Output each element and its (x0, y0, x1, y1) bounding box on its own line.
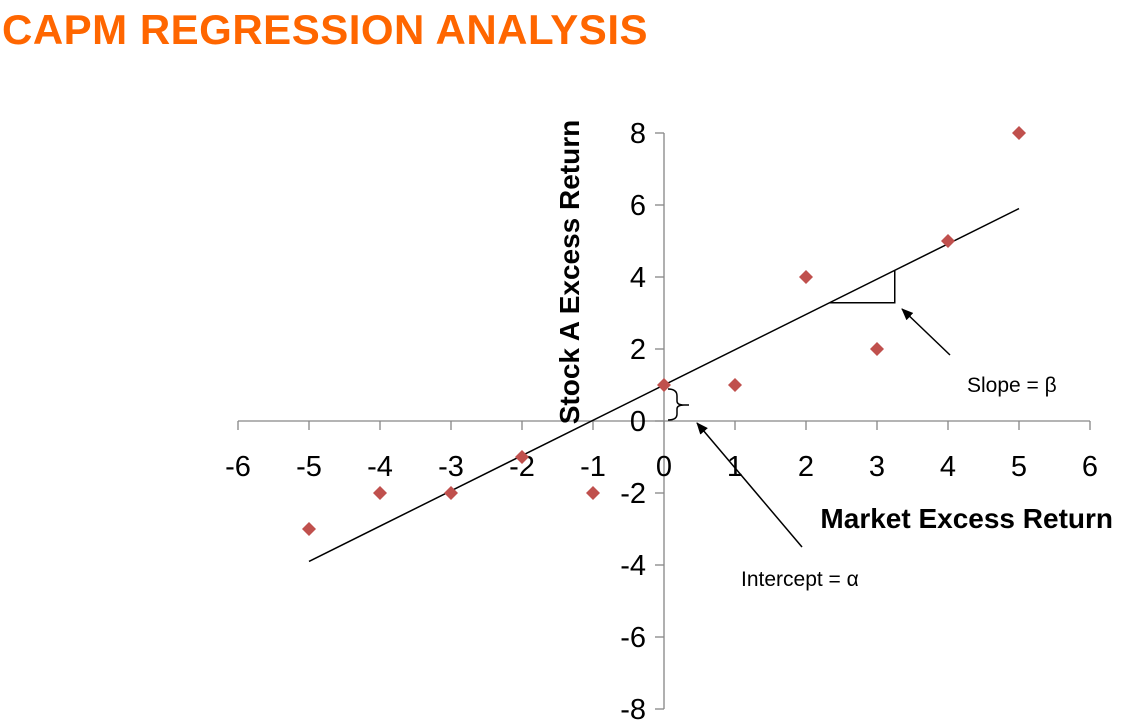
data-point (1012, 126, 1026, 140)
x-axis-label: Market Excess Return (820, 503, 1113, 534)
data-point (444, 486, 458, 500)
slope-arrow (901, 308, 951, 356)
y-tick-label: -4 (620, 550, 646, 582)
data-point (941, 234, 955, 248)
data-point (728, 378, 742, 392)
x-tick-label: 3 (869, 451, 885, 483)
x-tick-label: 4 (940, 451, 956, 483)
slope-annotation: Slope = β (967, 374, 1057, 397)
y-tick-label: 2 (630, 334, 646, 366)
x-tick-label: -4 (367, 451, 393, 483)
data-point (586, 486, 600, 500)
x-tick-label: 0 (656, 451, 672, 483)
data-point (870, 342, 884, 356)
data-point (373, 486, 387, 500)
slope-triangle (829, 270, 896, 304)
intercept-arrow (696, 422, 803, 548)
x-tick-label: 6 (1082, 451, 1098, 483)
y-tick-label: -6 (620, 622, 646, 654)
y-axis-label: Stock A Excess Return (554, 120, 585, 425)
x-tick-label: 5 (1011, 451, 1027, 483)
data-points (302, 126, 1026, 536)
x-tick-label: -6 (225, 451, 251, 483)
x-tick-label: -3 (438, 451, 464, 483)
y-tick-label: -2 (620, 478, 646, 510)
x-tick-label: -1 (580, 451, 606, 483)
data-point (302, 522, 316, 536)
data-point (657, 378, 671, 392)
intercept-annotation: Intercept = α (741, 568, 859, 591)
page-title: CAPM REGRESSION ANALYSIS (2, 6, 648, 53)
y-tick-label: 6 (630, 190, 646, 222)
x-tick-label: 2 (798, 451, 814, 483)
y-tick-label: 4 (630, 262, 646, 294)
intercept-brace (667, 388, 685, 421)
data-point (515, 450, 529, 464)
y-tick-label: -8 (620, 694, 646, 726)
data-point (799, 270, 813, 284)
y-tick-label: 0 (630, 406, 646, 438)
axis-labels: Market Excess Return Stock A Excess Retur… (554, 120, 1113, 534)
y-tick-label: 8 (630, 118, 646, 150)
annotations: Slope = β Intercept = α (667, 270, 1057, 591)
x-tick-label: -5 (296, 451, 322, 483)
